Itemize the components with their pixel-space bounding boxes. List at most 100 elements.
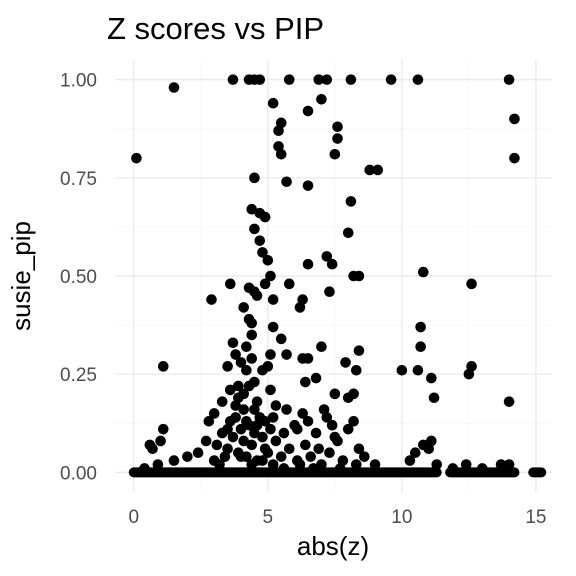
data-point — [283, 74, 295, 85]
data-point — [313, 74, 325, 85]
data-point — [364, 164, 375, 176]
data-point — [262, 361, 274, 372]
data-point — [431, 459, 443, 470]
data-point — [259, 416, 271, 427]
data-point — [415, 341, 426, 352]
data-point — [332, 133, 343, 144]
data-point — [418, 266, 429, 278]
data-point — [415, 321, 426, 333]
data-point — [466, 278, 477, 290]
data-point — [257, 455, 268, 466]
data-point — [275, 148, 287, 160]
data-point — [302, 258, 314, 270]
data-point — [292, 423, 303, 435]
data-point-band — [528, 467, 547, 478]
data-point — [329, 148, 341, 160]
data-point — [249, 172, 260, 184]
data-point — [329, 388, 341, 400]
data-point — [324, 286, 335, 298]
data-point — [509, 152, 520, 164]
data-point — [300, 439, 311, 451]
data-point — [238, 388, 249, 400]
data-point — [348, 416, 359, 427]
data-point — [316, 341, 327, 352]
data-point — [192, 447, 204, 459]
data-point — [251, 419, 263, 431]
data-point — [214, 459, 225, 470]
data-point — [238, 302, 249, 313]
data-point — [219, 451, 231, 462]
data-point — [409, 447, 421, 459]
data-point — [267, 321, 279, 333]
data-point — [275, 451, 287, 462]
data-point — [350, 459, 362, 470]
data-point — [262, 254, 274, 266]
y-tick-label: 0.50 — [60, 267, 97, 288]
data-point — [342, 227, 354, 239]
data-point — [278, 427, 290, 439]
data-point — [131, 152, 142, 164]
data-point — [262, 447, 274, 459]
data-point — [310, 427, 322, 439]
data-point — [230, 349, 241, 360]
data-point — [211, 439, 223, 451]
data-point — [241, 341, 252, 352]
data-point — [297, 408, 308, 419]
data-point — [152, 459, 164, 470]
data-point — [216, 396, 228, 407]
data-point — [265, 384, 276, 396]
data-point — [460, 459, 472, 470]
data-point — [254, 235, 266, 246]
data-point — [359, 451, 370, 462]
data-point — [227, 74, 239, 85]
data-point — [257, 247, 268, 258]
data-point — [249, 223, 260, 235]
y-tick-label: 1.00 — [60, 71, 97, 92]
data-point — [246, 329, 258, 341]
data-point — [241, 364, 252, 376]
data-point — [233, 380, 244, 392]
data-point — [294, 459, 306, 470]
data-point — [257, 431, 268, 443]
data-point — [302, 105, 314, 117]
x-tick-label: 0 — [128, 507, 139, 528]
data-point — [270, 435, 282, 447]
data-point — [316, 93, 327, 105]
data-point — [139, 463, 150, 474]
data-point — [342, 423, 354, 435]
data-point — [246, 353, 258, 364]
data-point — [265, 270, 276, 282]
data-point — [302, 353, 314, 364]
data-point — [246, 203, 258, 215]
data-point — [476, 463, 488, 474]
data-point — [463, 368, 475, 380]
data-point — [241, 416, 252, 427]
data-point — [310, 372, 322, 384]
data-point — [224, 384, 236, 396]
data-point — [246, 439, 258, 451]
data-point — [283, 278, 295, 290]
data-point — [238, 435, 249, 447]
data-point — [227, 337, 239, 349]
data-point — [509, 113, 520, 125]
x-axis-tick-labels: 0 5 10 15 — [128, 507, 546, 528]
data-point — [283, 443, 295, 455]
data-point — [495, 459, 507, 470]
data-point — [308, 463, 319, 474]
data-point — [332, 435, 343, 447]
data-point — [428, 392, 440, 404]
data-point — [249, 404, 260, 415]
data-point — [348, 388, 359, 400]
data-point — [321, 251, 333, 262]
data-point — [404, 455, 416, 466]
data-point — [281, 404, 292, 415]
data-point — [294, 302, 306, 313]
data-point — [503, 74, 515, 85]
data-point — [275, 333, 287, 345]
data-point — [157, 423, 169, 435]
x-tick-label: 15 — [525, 507, 546, 528]
data-point — [426, 372, 437, 384]
data-point — [350, 364, 362, 376]
data-point — [235, 423, 247, 435]
